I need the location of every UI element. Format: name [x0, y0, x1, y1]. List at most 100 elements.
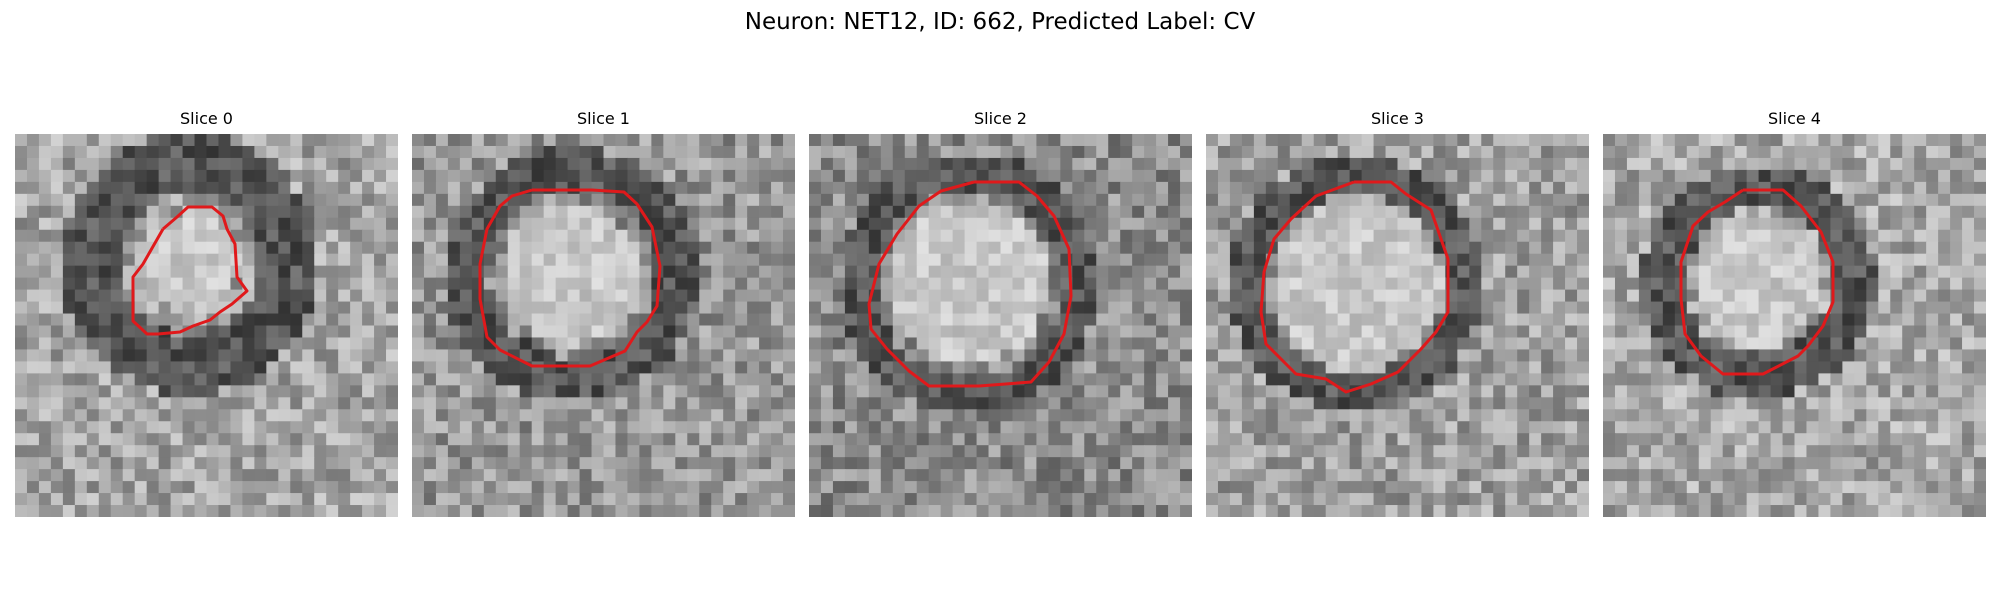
image-pixel — [567, 361, 581, 374]
image-pixel — [362, 385, 375, 398]
image-pixel — [1349, 229, 1363, 243]
image-pixel — [543, 481, 557, 494]
image-pixel — [1301, 313, 1315, 327]
image-pixel — [1108, 481, 1121, 494]
image-pixel — [1698, 385, 1712, 398]
image-pixel — [338, 253, 351, 267]
image-pixel — [1180, 289, 1192, 303]
image-pixel — [567, 253, 581, 267]
image-pixel — [880, 193, 894, 207]
image-pixel — [326, 349, 339, 363]
image-pixel — [38, 313, 52, 327]
image-pixel — [603, 337, 617, 351]
image-pixel — [663, 301, 676, 315]
image-pixel — [1325, 469, 1339, 482]
image-pixel — [1698, 397, 1712, 410]
image-pixel — [856, 157, 870, 171]
image-pixel — [1265, 289, 1279, 303]
image-pixel — [856, 445, 870, 458]
image-pixel — [1481, 469, 1494, 482]
image-pixel — [74, 241, 88, 255]
image-pixel — [940, 349, 954, 363]
image-pixel — [1854, 277, 1867, 291]
image-pixel — [1614, 229, 1628, 243]
image-pixel — [86, 157, 100, 171]
image-pixel — [964, 373, 978, 386]
image-pixel — [1541, 217, 1554, 231]
image-pixel — [1529, 265, 1542, 279]
image-pixel — [904, 181, 918, 195]
image-pixel — [711, 469, 724, 482]
image-pixel — [892, 325, 906, 339]
image-pixel — [1156, 181, 1169, 195]
image-pixel — [892, 373, 906, 386]
image-pixel — [278, 385, 291, 398]
image-pixel — [1782, 229, 1796, 243]
image-pixel — [1217, 253, 1231, 267]
image-pixel — [1722, 421, 1736, 434]
image-pixel — [916, 169, 930, 183]
image-pixel — [374, 253, 387, 267]
image-pixel — [579, 253, 593, 267]
image-pixel — [1132, 325, 1145, 339]
image-pixel — [820, 445, 834, 458]
image-pixel — [1229, 134, 1243, 147]
image-pixel — [1409, 181, 1423, 195]
image-pixel — [952, 457, 966, 470]
image-pixel — [1144, 181, 1157, 195]
image-pixel — [1603, 349, 1616, 363]
image-pixel — [146, 217, 160, 231]
image-pixel — [1349, 265, 1363, 279]
image-pixel — [1217, 457, 1231, 470]
image-pixel — [723, 433, 736, 446]
image-pixel — [1674, 409, 1688, 422]
image-pixel — [447, 505, 461, 517]
image-pixel — [1361, 361, 1375, 374]
image-pixel — [1409, 253, 1423, 267]
image-pixel — [1241, 289, 1255, 303]
image-pixel — [603, 481, 617, 494]
image-pixel — [122, 253, 136, 267]
image-pixel — [74, 301, 88, 315]
image-pixel — [1493, 337, 1506, 351]
image-pixel — [326, 325, 339, 339]
image-pixel — [326, 457, 339, 470]
image-pixel — [1289, 134, 1303, 147]
image-pixel — [1505, 169, 1518, 183]
image-pixel — [1409, 361, 1423, 374]
image-pixel — [904, 481, 918, 494]
image-pixel — [809, 265, 822, 279]
image-pixel — [1096, 289, 1109, 303]
image-pixel — [1120, 193, 1133, 207]
image-pixel — [278, 289, 291, 303]
image-pixel — [1206, 134, 1219, 147]
image-pixel — [809, 493, 822, 506]
image-pixel — [1445, 193, 1458, 207]
image-pixel — [723, 241, 736, 255]
image-pixel — [1457, 457, 1470, 470]
image-pixel — [832, 193, 846, 207]
image-pixel — [26, 265, 40, 279]
image-pixel — [110, 361, 124, 374]
image-pixel — [591, 157, 605, 171]
image-pixel — [423, 421, 437, 434]
image-pixel — [1180, 313, 1192, 327]
image-pixel — [1746, 169, 1760, 183]
image-pixel — [1493, 469, 1506, 482]
image-pixel — [952, 157, 966, 171]
image-pixel — [326, 313, 339, 327]
image-pixel — [1926, 217, 1939, 231]
image-pixel — [459, 134, 473, 147]
image-pixel — [50, 289, 64, 303]
image-pixel — [1024, 253, 1038, 267]
image-pixel — [1253, 241, 1267, 255]
image-pixel — [1577, 373, 1589, 386]
image-pixel — [1674, 134, 1688, 147]
image-pixel — [1325, 409, 1339, 422]
image-pixel — [1577, 313, 1589, 327]
image-pixel — [1241, 301, 1255, 315]
image-pixel — [1577, 505, 1589, 517]
image-pixel — [711, 145, 724, 159]
image-pixel — [1758, 325, 1772, 339]
image-pixel — [1493, 301, 1506, 315]
